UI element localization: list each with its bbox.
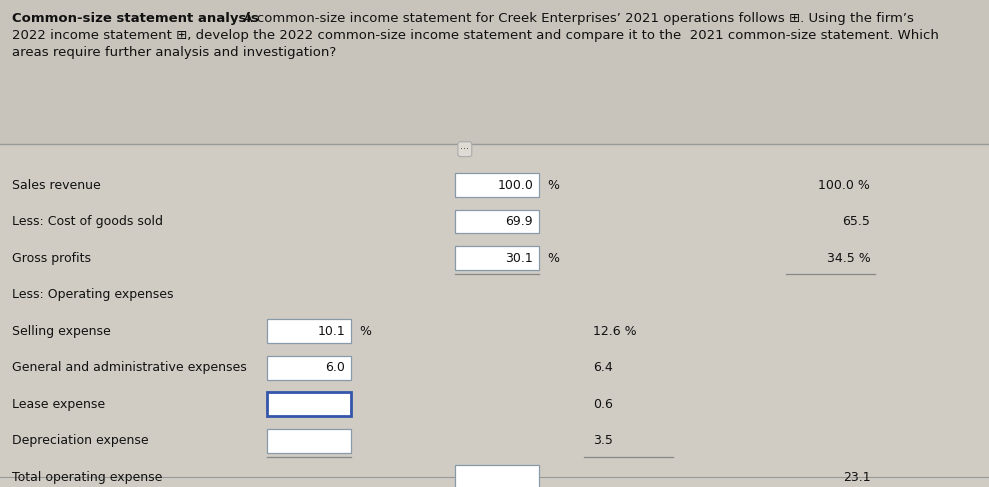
Text: 3.5: 3.5 xyxy=(593,434,613,447)
FancyBboxPatch shape xyxy=(267,393,351,416)
Text: Total operating expense: Total operating expense xyxy=(12,471,162,484)
Text: 65.5: 65.5 xyxy=(843,215,870,228)
Text: 30.1: 30.1 xyxy=(505,252,533,264)
Text: A common-size income statement for Creek Enterprises’ 2021 operations follows ⊞.: A common-size income statement for Creek… xyxy=(235,12,914,25)
Text: Gross profits: Gross profits xyxy=(12,252,91,264)
Text: Less: Operating expenses: Less: Operating expenses xyxy=(12,288,173,301)
Text: Less: Cost of goods sold: Less: Cost of goods sold xyxy=(12,215,163,228)
Text: 0.6: 0.6 xyxy=(593,398,613,411)
Text: 100.0: 100.0 xyxy=(497,179,533,191)
Text: Lease expense: Lease expense xyxy=(12,398,105,411)
Text: 10.1: 10.1 xyxy=(317,325,345,337)
Text: ···: ··· xyxy=(460,144,470,154)
Text: 12.6 %: 12.6 % xyxy=(593,325,637,337)
Bar xyxy=(0,144,989,487)
Text: 23.1: 23.1 xyxy=(843,471,870,484)
Text: %: % xyxy=(359,325,371,337)
Text: Common-size statement analysis: Common-size statement analysis xyxy=(12,12,259,25)
Text: General and administrative expenses: General and administrative expenses xyxy=(12,361,246,374)
Text: areas require further analysis and investigation?: areas require further analysis and inves… xyxy=(12,46,336,59)
Text: 34.5 %: 34.5 % xyxy=(827,252,870,264)
Text: 2022 income statement ⊞, develop the 2022 common-size income statement and compa: 2022 income statement ⊞, develop the 202… xyxy=(12,29,939,42)
Text: 6.4: 6.4 xyxy=(593,361,613,374)
Text: %: % xyxy=(547,179,559,191)
Text: 69.9: 69.9 xyxy=(505,215,533,228)
FancyBboxPatch shape xyxy=(267,429,351,452)
Text: Selling expense: Selling expense xyxy=(12,325,111,337)
Text: 100.0 %: 100.0 % xyxy=(819,179,870,191)
Text: %: % xyxy=(547,252,559,264)
Text: Depreciation expense: Depreciation expense xyxy=(12,434,148,447)
FancyBboxPatch shape xyxy=(455,210,539,233)
Text: 6.0: 6.0 xyxy=(325,361,345,374)
Bar xyxy=(0,0,989,144)
FancyBboxPatch shape xyxy=(267,356,351,379)
FancyBboxPatch shape xyxy=(455,173,539,197)
FancyBboxPatch shape xyxy=(455,246,539,270)
FancyBboxPatch shape xyxy=(455,466,539,487)
Text: Sales revenue: Sales revenue xyxy=(12,179,101,191)
FancyBboxPatch shape xyxy=(267,319,351,343)
